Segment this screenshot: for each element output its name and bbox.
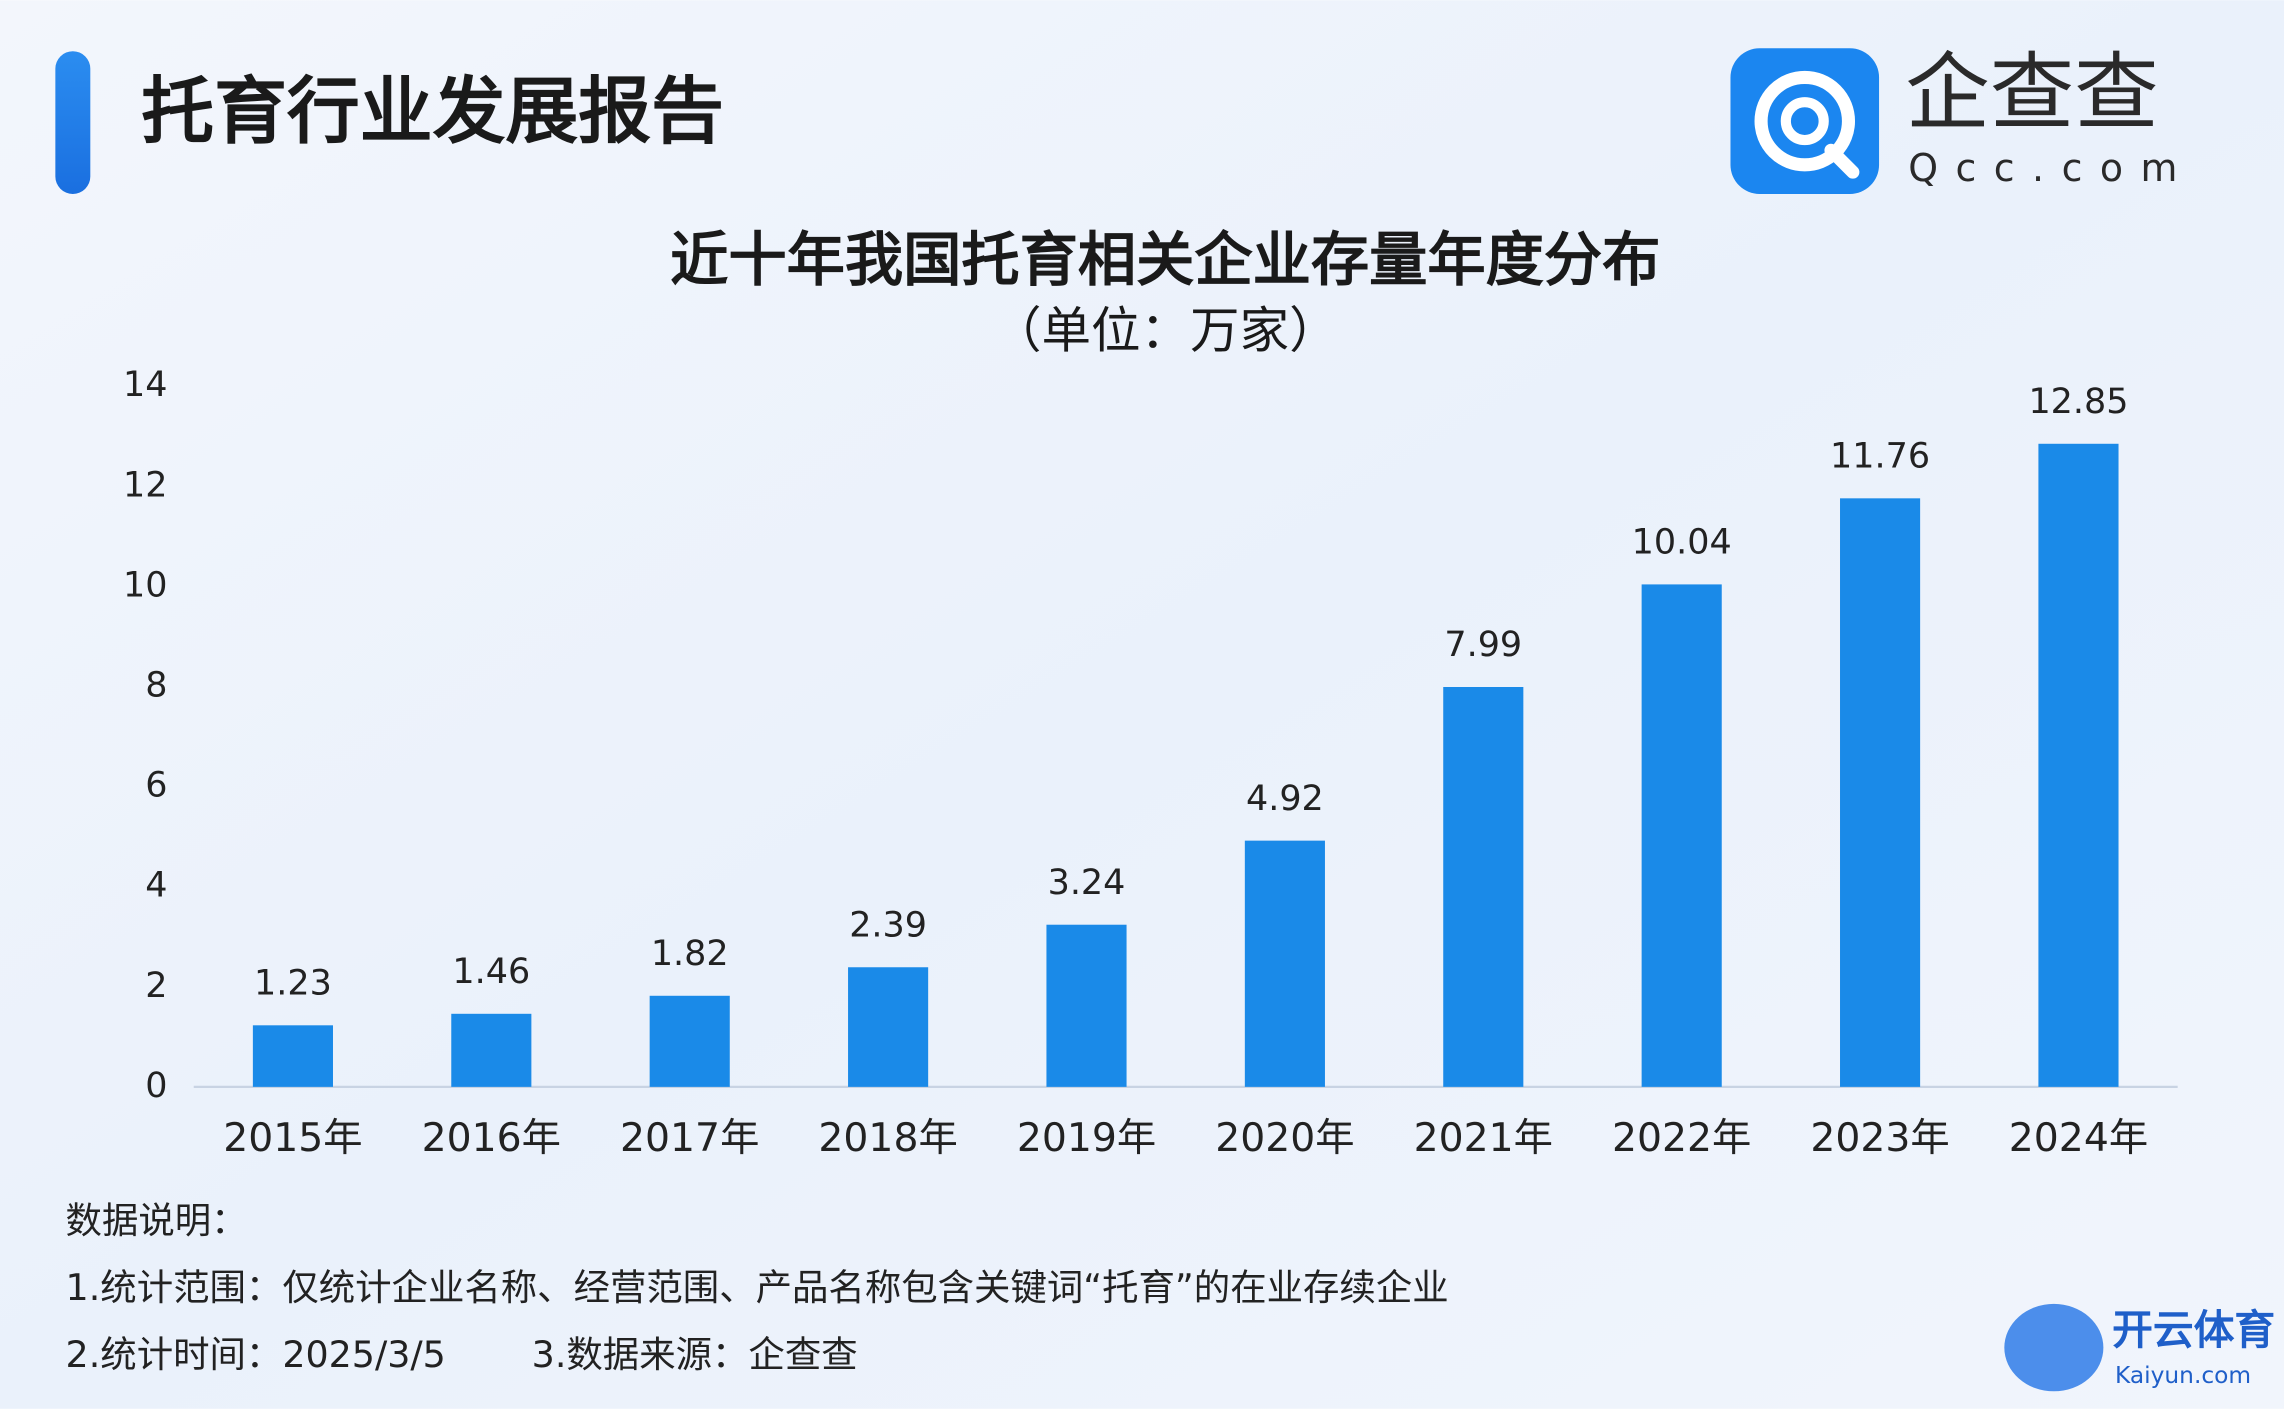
x-tick-label: 2016年 [422, 1116, 561, 1161]
value-label: 4.92 [1246, 779, 1324, 819]
value-label: 3.24 [1048, 863, 1126, 903]
chart-title: 近十年我国托育相关企业存量年度分布 [670, 226, 1660, 294]
y-tick-label: 10 [123, 565, 167, 605]
value-label: 11.76 [1830, 437, 1930, 477]
notes-line: 2.统计时间：2025/3/5 [66, 1333, 446, 1376]
accent-bar [55, 51, 91, 194]
bar [252, 1025, 333, 1087]
bar [1244, 840, 1325, 1087]
value-label: 2.39 [849, 905, 927, 945]
bar [2038, 443, 2119, 1087]
x-tick-label: 2017年 [620, 1116, 759, 1161]
bar [649, 995, 730, 1087]
bar [451, 1013, 532, 1087]
notes-line: 3.数据来源：企查查 [532, 1333, 858, 1376]
y-tick-label: 4 [145, 866, 167, 906]
notes-line: 1.统计范围：仅统计企业名称、经营范围、产品名称包含关键词“托育”的在业存续企业 [66, 1266, 1449, 1309]
bar [1443, 687, 1524, 1087]
y-tick-label: 6 [145, 766, 167, 806]
x-tick-label: 2019年 [1017, 1116, 1156, 1161]
y-tick-label: 8 [145, 666, 167, 706]
x-tick-label: 2022年 [1612, 1116, 1751, 1161]
value-label: 7.99 [1444, 625, 1522, 665]
bar [1840, 498, 1921, 1087]
logo-ring [1754, 70, 1856, 172]
logo-handle [1824, 143, 1860, 179]
value-label: 1.46 [452, 952, 530, 992]
x-tick-label: 2020年 [1215, 1116, 1354, 1161]
x-tick-label: 2018年 [818, 1116, 957, 1161]
y-tick-label: 2 [145, 966, 167, 1006]
bar [1641, 584, 1722, 1087]
bar [848, 967, 929, 1087]
value-label: 12.85 [2028, 382, 2128, 422]
value-label: 1.82 [651, 934, 729, 974]
watermark-name: 开云体育 [2112, 1306, 2275, 1354]
chart-subtitle: （单位：万家） [992, 301, 1339, 359]
bar [1046, 924, 1127, 1087]
logo-domain: Qcc.com [1908, 146, 2195, 190]
value-label: 1.23 [254, 964, 332, 1004]
y-tick-label: 12 [123, 465, 167, 505]
logo-name: 企查查 [1905, 44, 2158, 142]
y-tick-label: 14 [123, 365, 167, 405]
x-tick-label: 2015年 [223, 1116, 362, 1161]
page-title: 托育行业发展报告 [141, 70, 724, 155]
y-tick-label: 0 [145, 1066, 167, 1106]
x-tick-label: 2023年 [1810, 1116, 1949, 1161]
watermark-domain: Kaiyun.com [2115, 1362, 2251, 1389]
watermark-icon [2004, 1303, 2104, 1392]
value-label: 10.04 [1632, 523, 1732, 563]
notes-heading: 数据说明： [66, 1199, 248, 1242]
x-tick-label: 2024年 [2009, 1116, 2148, 1161]
x-tick-label: 2021年 [1414, 1116, 1553, 1161]
logo-ring [1780, 97, 1829, 146]
